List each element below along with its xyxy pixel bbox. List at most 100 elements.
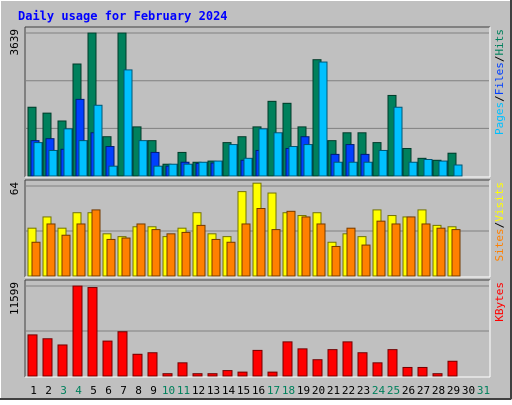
bar-sites-day-12 xyxy=(196,224,206,277)
bar-kbytes-day-29 xyxy=(447,360,458,377)
bar-sites-day-16 xyxy=(256,208,266,277)
bar-pages-day-21 xyxy=(333,161,343,177)
bar-pages-day-12 xyxy=(198,161,208,177)
x-tick-label: 12 xyxy=(192,384,205,397)
bar-kbytes-day-9 xyxy=(147,352,158,377)
x-tick-label: 3 xyxy=(60,384,67,397)
bar-sites-day-2 xyxy=(46,223,56,277)
x-tick-label: 19 xyxy=(297,384,310,397)
x-tick-label: 6 xyxy=(105,384,112,397)
bar-sites-day-13 xyxy=(211,238,221,277)
x-tick-label: 25 xyxy=(387,384,400,397)
bar-kbytes-day-12 xyxy=(192,373,203,377)
bar-pages-day-9 xyxy=(153,165,163,177)
bar-kbytes-day-1 xyxy=(27,334,38,377)
bar-sites-day-24 xyxy=(376,220,386,277)
x-tick-label: 21 xyxy=(327,384,340,397)
bar-pages-day-14 xyxy=(228,144,238,177)
x-tick-label: 7 xyxy=(120,384,127,397)
bar-kbytes-day-21 xyxy=(327,349,338,377)
bar-sites-day-1 xyxy=(31,241,41,277)
bar-pages-day-6 xyxy=(108,165,118,177)
x-tick-label: 31 xyxy=(477,384,490,397)
bar-pages-day-5 xyxy=(93,104,103,177)
series-pages xyxy=(33,61,463,177)
bar-pages-day-24 xyxy=(378,149,388,177)
bar-sites-day-21 xyxy=(331,245,341,277)
panel-hits-legend: Pages/Files/Hits xyxy=(493,29,506,135)
x-tick-label: 1 xyxy=(30,384,37,397)
bar-sites-day-27 xyxy=(421,223,431,277)
bar-sites-day-9 xyxy=(151,229,161,277)
x-tick-label: 26 xyxy=(402,384,415,397)
panel-kbytes-max-label: 11599 xyxy=(8,282,21,315)
bar-kbytes-day-18 xyxy=(282,341,293,377)
bar-kbytes-day-8 xyxy=(132,353,143,377)
x-tick-label: 17 xyxy=(267,384,280,397)
x-tick-label: 14 xyxy=(222,384,236,397)
bar-pages-day-20 xyxy=(318,61,328,177)
bar-pages-day-11 xyxy=(183,163,193,177)
bar-sites-day-3 xyxy=(61,234,71,277)
bar-pages-day-27 xyxy=(423,158,433,177)
bar-pages-day-28 xyxy=(438,160,448,177)
bar-sites-day-20 xyxy=(316,223,326,277)
legend-entry: / xyxy=(493,56,506,63)
bar-pages-day-22 xyxy=(348,161,358,177)
x-tick-label: 9 xyxy=(150,384,157,397)
bar-kbytes-day-4 xyxy=(72,285,83,377)
bar-kbytes-day-5 xyxy=(87,287,98,377)
bar-kbytes-day-27 xyxy=(417,366,428,377)
bar-kbytes-day-11 xyxy=(177,362,188,377)
bar-sites-day-6 xyxy=(106,238,116,277)
legend-entry: Sites xyxy=(493,228,506,261)
bar-kbytes-day-26 xyxy=(402,366,413,377)
bar-kbytes-day-10 xyxy=(162,373,173,377)
legend-entry: Hits xyxy=(493,29,506,56)
x-tick-label: 28 xyxy=(432,384,445,397)
bar-sites-day-10 xyxy=(166,233,176,277)
bar-sites-day-8 xyxy=(136,223,146,277)
legend-entry: Visits xyxy=(493,182,506,222)
bar-kbytes-day-23 xyxy=(357,352,368,377)
legend-entry: KBytes xyxy=(493,282,506,322)
bar-sites-day-5 xyxy=(91,209,101,277)
bar-sites-day-23 xyxy=(361,244,371,277)
bar-kbytes-day-7 xyxy=(117,331,128,377)
x-tick-label: 11 xyxy=(177,384,190,397)
bar-pages-day-1 xyxy=(33,142,43,177)
x-tick-label: 15 xyxy=(237,384,250,397)
chart-title: Daily usage for February 2024 xyxy=(18,9,228,23)
bar-pages-day-2 xyxy=(48,149,58,177)
bar-pages-day-23 xyxy=(363,161,373,177)
panel-visits-legend: Sites/Visits xyxy=(493,182,506,262)
panel-visits: 64 Sites/Visits xyxy=(8,179,506,278)
bar-pages-day-25 xyxy=(393,106,403,177)
x-tick-label: 20 xyxy=(312,384,325,397)
series-kbytes xyxy=(27,285,458,377)
legend-entry: / xyxy=(493,222,506,229)
x-tick-label: 29 xyxy=(447,384,460,397)
x-tick-label: 5 xyxy=(90,384,97,397)
bar-kbytes-day-3 xyxy=(57,344,68,377)
bar-pages-day-26 xyxy=(408,161,418,177)
x-tick-label: 30 xyxy=(462,384,475,397)
x-tick-label: 13 xyxy=(207,384,220,397)
panel-kbytes: 11599 KBytes xyxy=(8,279,506,378)
bar-pages-day-18 xyxy=(288,146,298,177)
bar-kbytes-day-13 xyxy=(207,373,218,377)
x-tick-label: 24 xyxy=(372,384,386,397)
bar-pages-day-8 xyxy=(138,140,148,177)
x-tick-label: 27 xyxy=(417,384,430,397)
legend-entry: / xyxy=(493,95,506,102)
bar-sites-day-26 xyxy=(406,216,416,277)
bar-sites-day-22 xyxy=(346,227,356,277)
bar-sites-day-15 xyxy=(241,223,251,277)
bar-kbytes-day-15 xyxy=(237,371,248,377)
bar-kbytes-day-28 xyxy=(432,373,443,377)
bar-kbytes-day-25 xyxy=(387,349,398,377)
